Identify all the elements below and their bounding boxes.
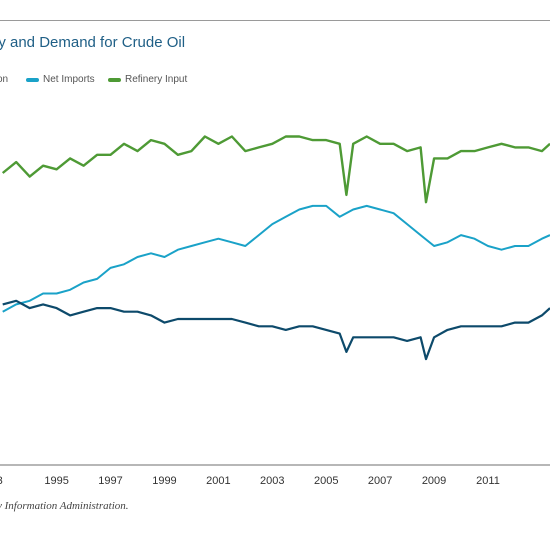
- x-tick-label: 2005: [314, 475, 338, 487]
- x-tick-layer: 3 1995 1997 1999 2001 2003 2005 2007 2009 2011: [0, 475, 500, 487]
- series-layer: [1, 135, 550, 361]
- legend-item-refinery-input: Refinery Input: [108, 74, 187, 85]
- x-tick-label: 1995: [44, 475, 68, 487]
- legend-swatch-net-imports: [26, 77, 39, 82]
- chart-title: ly and Demand for Crude Oil: [0, 34, 186, 51]
- x-tick-label: 3: [0, 475, 3, 487]
- series-line-net-imports: [2, 204, 550, 313]
- top-rule: [0, 20, 550, 21]
- legend-swatch-refinery-input: [108, 77, 121, 82]
- series-line-refinery-input: [1, 135, 550, 204]
- legend-item-net-imports: Net Imports: [26, 74, 95, 85]
- legend-item-production: on: [0, 74, 8, 85]
- x-tick-label: 2009: [422, 475, 446, 487]
- source-note: y Information Administration.: [0, 500, 129, 512]
- legend: on Net Imports Refinery Input: [0, 74, 550, 88]
- x-tick-label: 2007: [368, 475, 392, 487]
- x-tick-label: 1999: [152, 475, 176, 487]
- x-tick-label: 2003: [260, 475, 284, 487]
- series-line-production: [2, 299, 550, 361]
- x-tick-label: 1997: [98, 475, 122, 487]
- x-tick-label: 2001: [206, 475, 230, 487]
- x-tick-label: 2011: [476, 475, 500, 487]
- legend-label-net-imports: Net Imports: [43, 74, 95, 85]
- legend-label-production: on: [0, 74, 9, 85]
- legend-label-refinery-input: Refinery Input: [125, 74, 188, 85]
